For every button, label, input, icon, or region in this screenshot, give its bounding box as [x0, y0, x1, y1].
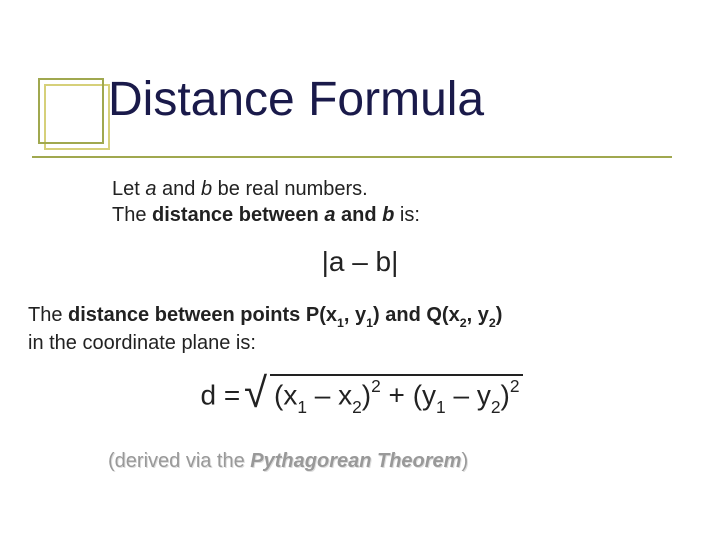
- decor-box-inner: [38, 78, 104, 144]
- var-b: b: [382, 204, 394, 226]
- text: ): [362, 379, 371, 410]
- subscript: 1: [436, 397, 446, 417]
- sqrt-icon: √: [244, 372, 267, 414]
- text: be real numbers.: [212, 178, 368, 200]
- subscript: 2: [491, 397, 501, 417]
- text: is:: [394, 204, 420, 226]
- bold-text: ): [496, 304, 503, 326]
- distance-formula: d = √ (x1 – x2)2 + (y1 – y2)2: [0, 378, 720, 416]
- text: The: [28, 304, 68, 326]
- text: Let: [112, 178, 145, 200]
- d-equals: d =: [201, 379, 248, 410]
- subscript: 1: [337, 316, 344, 330]
- decor-underline: [32, 156, 672, 158]
- text: The: [112, 204, 152, 226]
- var-b: b: [201, 178, 212, 200]
- bold-text: ) and Q(x: [373, 304, 460, 326]
- superscript: 2: [510, 376, 520, 396]
- text: – x: [307, 379, 352, 410]
- theorem-name: Pythagorean Theorem: [250, 450, 461, 472]
- text: (derived via the: [108, 450, 250, 472]
- superscript: 2: [371, 376, 381, 396]
- vinculum: [270, 374, 523, 376]
- bold-text: distance between points P(x: [68, 304, 337, 326]
- bold-text: , y: [344, 304, 366, 326]
- page-title: Distance Formula: [108, 72, 484, 127]
- text: ): [461, 450, 468, 472]
- subscript: 1: [366, 316, 373, 330]
- text: +: [381, 379, 413, 410]
- bold-text: and: [335, 204, 382, 226]
- text: in the coordinate plane is:: [28, 332, 256, 354]
- text: (x: [274, 379, 297, 410]
- text: and: [156, 178, 200, 200]
- bold-text: , y: [467, 304, 489, 326]
- var-a: a: [324, 204, 335, 226]
- derived-note: (derived via the Pythagorean Theorem): [108, 450, 468, 473]
- var-a: a: [145, 178, 156, 200]
- radical: √ (x1 – x2)2 + (y1 – y2)2: [248, 378, 519, 416]
- subscript: 2: [460, 316, 467, 330]
- text: (y: [413, 379, 436, 410]
- subscript: 2: [489, 316, 496, 330]
- abs-formula: |a – b|: [0, 246, 720, 278]
- text: ): [500, 379, 509, 410]
- subscript: 2: [352, 397, 362, 417]
- bold-text: distance between: [152, 204, 324, 226]
- intro-text: Let a and b be real numbers. The distanc…: [112, 176, 420, 228]
- text: – y: [446, 379, 491, 410]
- points-text: The distance between points P(x1, y1) an…: [28, 302, 700, 356]
- subscript: 1: [297, 397, 307, 417]
